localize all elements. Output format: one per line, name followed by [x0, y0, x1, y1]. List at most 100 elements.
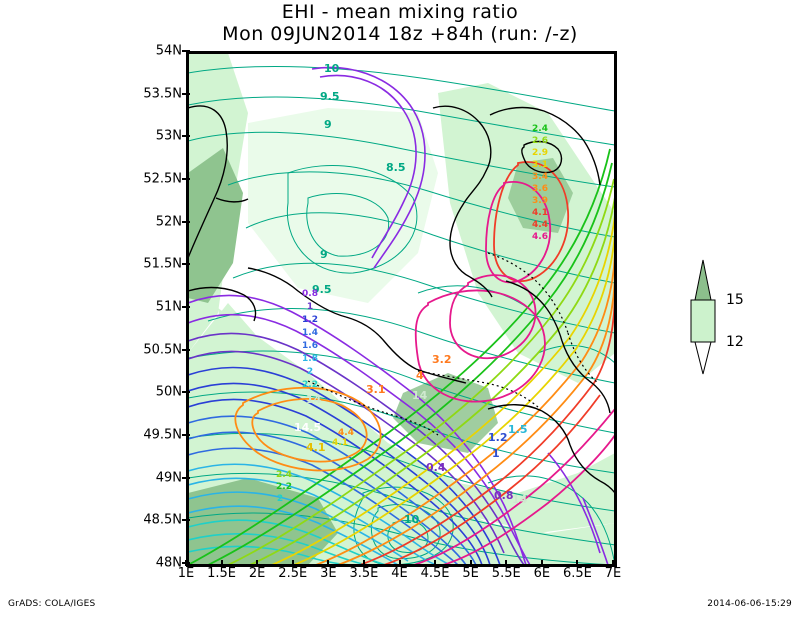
ehi-contours-magenta: [413, 181, 615, 565]
contour-label: 4.1: [306, 441, 326, 454]
contour-label: 0.8: [494, 489, 514, 502]
y-axis-tick: [182, 220, 190, 223]
svg-text:4.1: 4.1: [332, 438, 348, 448]
y-axis-tick: [182, 50, 190, 52]
y-axis-tick-label: 48N: [155, 555, 182, 571]
x-axis-tick-label: 6.5E: [562, 566, 592, 581]
x-axis-tick-label: 5.5E: [491, 566, 521, 581]
x-axis-tick: [256, 560, 259, 566]
contour-label: 1.2: [488, 431, 508, 444]
x-axis-tick-label: 2.5E: [278, 566, 308, 581]
x-axis-tick-label: 5E: [462, 566, 479, 581]
y-axis-tick: [182, 434, 190, 436]
svg-text:2.4: 2.4: [532, 124, 548, 134]
y-axis-tick-label: 49.5N: [143, 427, 182, 443]
contour-label: 0.4: [426, 461, 446, 474]
svg-text:2: 2: [307, 367, 313, 377]
chart-subtitle: Mon 09JUN2014 18z +84h (run: /-z): [222, 22, 578, 45]
y-axis-tick: [182, 476, 190, 479]
x-axis-tick: [362, 560, 365, 566]
y-axis: 54N 53.5N 53N 52.5N 52N 51.5N 51N 50.5N 50N 49.5N…: [108, 44, 190, 571]
contour-label: 14: [512, 493, 528, 506]
contour-label-stack-right: 2.4 2.6 2.9 3.1 3.4 3.6 3.9 4.1 4.4 4.6: [532, 124, 548, 242]
svg-text:2.6: 2.6: [532, 136, 548, 146]
svg-text:1.8: 1.8: [302, 354, 318, 364]
contour-label: 10: [404, 513, 420, 526]
contour-map-svg: 10 9.5 9 8.5 9 9.5 14 14.5 14 14 10 3.1 …: [188, 53, 615, 565]
contour-label: 1: [492, 447, 500, 460]
x-axis-tick: [434, 560, 437, 566]
x-axis-tick: [540, 560, 543, 566]
y-axis-tick-label: 51N: [155, 299, 182, 315]
svg-text:3.9: 3.9: [532, 196, 548, 206]
x-axis-tick: [185, 560, 187, 566]
svg-text:2.2: 2.2: [302, 380, 318, 390]
contour-label: 8.5: [386, 161, 406, 174]
x-axis-tick-label: 4E: [391, 566, 408, 581]
ehi-contours-green: [188, 148, 613, 565]
x-axis-tick: [576, 560, 579, 566]
y-axis-tick-label: 52N: [155, 214, 182, 230]
y-axis-tick-label: 52.5N: [143, 171, 182, 187]
y-axis-tick: [182, 519, 190, 522]
y-axis-tick-label: 49N: [155, 470, 182, 486]
footer-timestamp: 2014-06-06-15:29: [707, 599, 792, 609]
y-axis-tick: [182, 92, 190, 95]
chart-title-block: EHI - mean mixing ratio Mon 09JUN2014 18…: [0, 1, 800, 46]
internal-borders: [307, 252, 599, 436]
contour-label: 9: [324, 118, 332, 131]
x-axis-tick-label: 6E: [533, 566, 551, 581]
y-axis-tick-label: 53N: [155, 128, 182, 144]
svg-text:4.1: 4.1: [532, 208, 548, 218]
colorbar-label-lower: 12: [726, 334, 744, 350]
x-axis-tick: [398, 560, 401, 566]
contour-label: 9.5: [320, 90, 340, 103]
contour-map-plot: 10 9.5 9 8.5 9 9.5 14 14.5 14 14 10 3.1 …: [186, 51, 617, 567]
contour-label: 4: [416, 369, 424, 382]
x-axis-tick: [612, 560, 614, 566]
ehi-contours-chartreuse: [227, 178, 615, 565]
x-axis-tick-label: 3E: [320, 566, 337, 581]
svg-text:3.4: 3.4: [532, 172, 548, 182]
contour-label: 3.1: [366, 383, 386, 396]
svg-text:3.1: 3.1: [532, 160, 548, 170]
mixing-ratio-contours: [188, 65, 615, 565]
y-axis-tick-label: 53.5N: [143, 86, 182, 102]
contour-label: 14: [306, 393, 322, 406]
y-axis-tick: [182, 306, 190, 308]
contour-label: 9: [320, 248, 328, 261]
ehi-contours-red: [359, 161, 615, 565]
svg-text:2.9: 2.9: [532, 148, 548, 158]
svg-text:1: 1: [307, 302, 313, 312]
svg-text:4.4: 4.4: [338, 428, 354, 438]
x-axis-tick: [220, 560, 223, 566]
x-axis-tick: [327, 560, 330, 566]
contour-label: 14.5: [294, 421, 321, 434]
x-axis-tick: [291, 560, 294, 566]
svg-text:1.2: 1.2: [302, 315, 318, 325]
y-axis-tick: [182, 348, 190, 351]
y-axis-tick-label: 54N: [155, 43, 182, 59]
y-axis-tick: [182, 391, 190, 394]
svg-text:3.6: 3.6: [532, 184, 548, 194]
svg-text:2.2: 2.2: [276, 482, 292, 492]
contour-label: 3.2: [432, 353, 452, 366]
contour-label: 9.5: [312, 283, 332, 296]
y-axis-tick: [182, 263, 190, 266]
svg-text:2: 2: [277, 494, 283, 504]
ehi-contours-purple: [188, 66, 609, 565]
y-axis-tick-label: 48.5N: [143, 512, 182, 528]
svg-text:2.4: 2.4: [276, 470, 292, 480]
svg-text:4.6: 4.6: [532, 232, 548, 242]
x-axis-tick-label: 1.5E: [207, 566, 237, 581]
svg-text:1.6: 1.6: [302, 341, 318, 351]
ehi-contours-yellow: [271, 214, 615, 565]
x-axis-tick: [469, 560, 472, 566]
contour-labels: 10 9.5 9 8.5 9 9.5 14 14.5 14 14 10 3.1 …: [294, 62, 528, 526]
svg-text:1.4: 1.4: [302, 328, 318, 338]
y-axis-tick: [182, 178, 190, 180]
contour-label-stack-left: 4.1 4.4 2.4 2.2 2: [276, 428, 354, 504]
y-axis-tick: [182, 135, 190, 138]
x-axis-tick-label: 3.5E: [349, 566, 379, 581]
y-axis-tick-label: 50.5N: [143, 342, 182, 358]
